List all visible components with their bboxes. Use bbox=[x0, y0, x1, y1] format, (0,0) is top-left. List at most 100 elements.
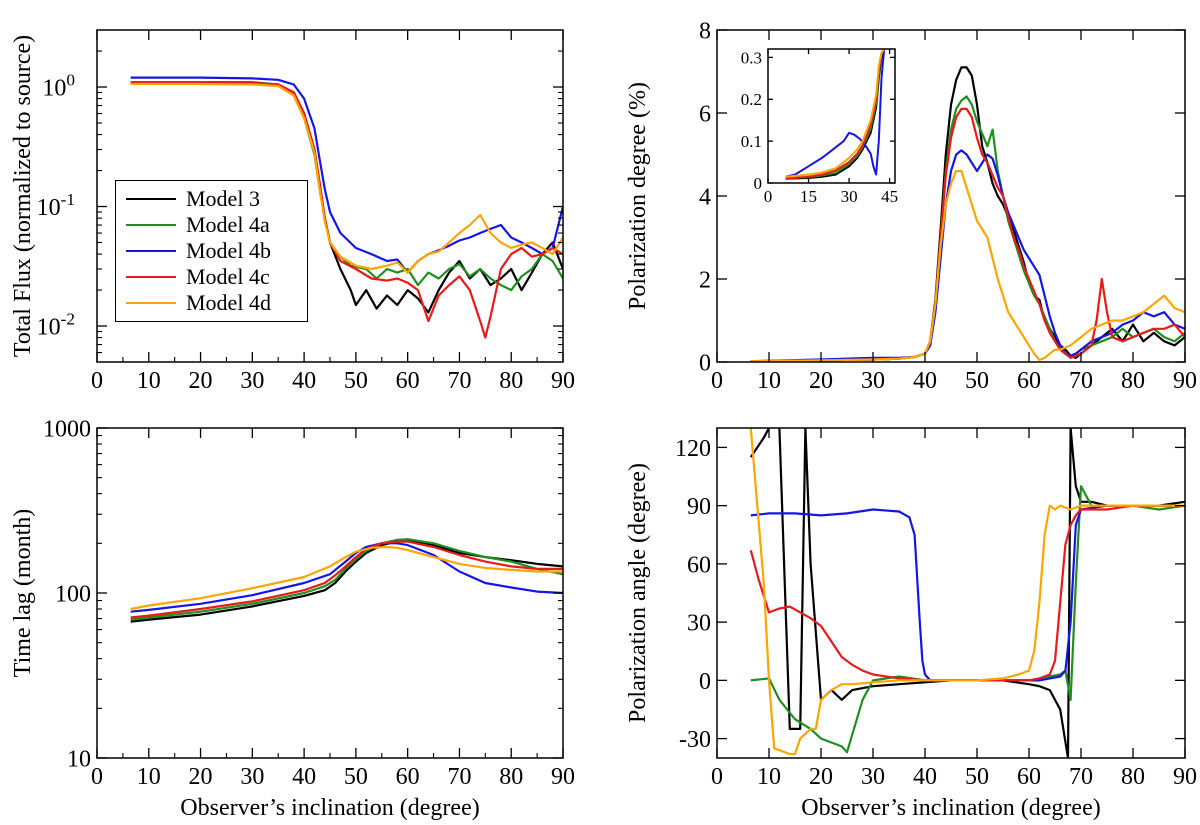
poldeg-y-tick-label: 2 bbox=[699, 267, 711, 293]
flux-y-tick-exponent: -1 bbox=[61, 190, 75, 209]
poldeg-y-axis-label: Polarization degree (%) bbox=[625, 82, 651, 310]
polangle-x-tick-label: 40 bbox=[913, 764, 937, 790]
timelag-x-tick-label: 0 bbox=[91, 764, 103, 790]
poldeg-y-tick-label: 6 bbox=[699, 101, 711, 127]
polangle-x-tick-label: 30 bbox=[861, 764, 885, 790]
poldeg-series-layer bbox=[750, 66, 1185, 362]
timelag-series-layer bbox=[130, 538, 563, 623]
flux-x-tick-label: 0 bbox=[91, 368, 103, 394]
timelag-series-model-4a bbox=[130, 538, 563, 621]
flux-x-tick-label: 70 bbox=[447, 368, 471, 394]
polangle-y-tick-label: 120 bbox=[675, 436, 711, 462]
flux-y-tick-label: 10-2 bbox=[37, 309, 75, 340]
flux-x-tick-label: 80 bbox=[499, 368, 523, 394]
flux-series-model-4c bbox=[130, 81, 563, 339]
poldeg-x-tick-label: 90 bbox=[1173, 368, 1197, 394]
inset-y-tick-label: 0.1 bbox=[741, 132, 762, 151]
polangle-x-tick-label: 20 bbox=[809, 764, 833, 790]
timelag-x-tick-label: 40 bbox=[292, 764, 316, 790]
polangle-y-axis-label: Polarization angle (degree) bbox=[625, 463, 651, 723]
legend-item-model-4c: Model 4c bbox=[116, 264, 306, 290]
flux-x-tick-label: 50 bbox=[344, 368, 368, 394]
poldeg-x-tick-label: 30 bbox=[861, 368, 885, 394]
timelag-x-tick-label: 90 bbox=[551, 764, 575, 790]
flux-x-tick-label: 60 bbox=[396, 368, 420, 394]
timelag-x-tick-label: 50 bbox=[344, 764, 368, 790]
poldeg-x-tick-label: 60 bbox=[1017, 368, 1041, 394]
polangle-x-axis-label: Observer’s inclination (degree) bbox=[801, 795, 1100, 821]
timelag-y-tick-label: 100 bbox=[55, 581, 91, 607]
inset-series-model-4d bbox=[785, 49, 886, 178]
legend-swatch-model-3 bbox=[126, 198, 176, 200]
poldeg-x-tick-label: 40 bbox=[913, 368, 937, 394]
polangle-series-layer bbox=[749, 428, 1185, 758]
poldeg-y-tick-label: 0 bbox=[699, 350, 711, 376]
polangle-x-tick-label: 60 bbox=[1017, 764, 1041, 790]
timelag-y-tick-label: 10 bbox=[67, 746, 91, 772]
inset-x-tick-label: 15 bbox=[800, 187, 817, 206]
polangle-y-tick-label: 90 bbox=[687, 494, 711, 520]
inset-tick-layer: 0 15 30 45 0 0.1 0.2 0.3 bbox=[741, 48, 898, 206]
timelag-y-tick-label: 1000 bbox=[43, 416, 91, 442]
legend-item-model-4b: Model 4b bbox=[116, 238, 306, 264]
flux-x-tick-label: 40 bbox=[292, 368, 316, 394]
poldeg-x-tick-label: 80 bbox=[1121, 368, 1145, 394]
legend: Model 3 Model 4a Model 4b Model 4c Model… bbox=[115, 180, 308, 322]
timelag-x-tick-label: 70 bbox=[447, 764, 471, 790]
poldeg-x-tick-label: 50 bbox=[965, 368, 989, 394]
legend-item-model-4a: Model 4a bbox=[116, 212, 306, 238]
flux-tick-layer: 0 10 20 30 40 50 60 70 80 90 100 10-1 10-2 bbox=[37, 30, 575, 394]
flux-y-tick-label: 10-1 bbox=[37, 190, 75, 221]
flux-y-axis-label: Total Flux (normalized to source) bbox=[10, 35, 36, 357]
panel-total-flux: 0 10 20 30 40 50 60 70 80 90 100 10-1 10-2 Total Flu… bbox=[10, 29, 575, 394]
panel-inset: 0 15 30 45 0 0.1 0.2 0.3 bbox=[741, 48, 898, 206]
flux-y-tick-label: 100 bbox=[42, 70, 75, 101]
timelag-x-axis-label: Observer’s inclination (degree) bbox=[180, 795, 479, 821]
polangle-x-tick-label: 90 bbox=[1173, 764, 1197, 790]
inset-axes-frame bbox=[767, 48, 896, 184]
timelag-y-axis-label: Time lag (month) bbox=[10, 509, 36, 677]
polangle-y-tick-label: 0 bbox=[699, 669, 711, 695]
timelag-x-tick-label: 20 bbox=[189, 764, 213, 790]
polangle-x-tick-label: 50 bbox=[965, 764, 989, 790]
polangle-series-model-4c bbox=[749, 504, 1185, 682]
legend-swatch-model-4a bbox=[126, 224, 176, 226]
legend-label: Model 4c bbox=[186, 264, 270, 289]
legend-item-model-3: Model 3 bbox=[116, 186, 306, 212]
inset-x-tick-label: 45 bbox=[881, 187, 898, 206]
poldeg-tick-layer: 0 10 20 30 40 50 60 70 80 90 0 2 4 6 8 bbox=[699, 18, 1197, 394]
poldeg-x-tick-label: 70 bbox=[1069, 368, 1093, 394]
poldeg-x-tick-label: 10 bbox=[757, 368, 781, 394]
polangle-y-tick-label: 60 bbox=[687, 552, 711, 578]
poldeg-x-tick-label: 0 bbox=[711, 368, 723, 394]
flux-y-tick-exponent: 0 bbox=[66, 70, 75, 89]
poldeg-x-tick-label: 20 bbox=[809, 368, 833, 394]
polangle-series-model-3 bbox=[749, 428, 1185, 758]
inset-y-tick-label: 0 bbox=[754, 174, 763, 193]
flux-x-tick-label: 20 bbox=[189, 368, 213, 394]
poldeg-y-tick-label: 4 bbox=[699, 184, 711, 210]
flux-x-tick-label: 10 bbox=[137, 368, 161, 394]
inset-x-tick-label: 30 bbox=[841, 187, 858, 206]
polangle-series-model-4b bbox=[750, 504, 1185, 682]
legend-label: Model 4b bbox=[186, 238, 271, 263]
timelag-x-tick-label: 60 bbox=[396, 764, 420, 790]
polangle-series-model-4d bbox=[749, 428, 1185, 756]
flux-x-tick-label: 30 bbox=[240, 368, 264, 394]
legend-label: Model 4d bbox=[186, 290, 271, 315]
timelag-series-model-4b bbox=[130, 542, 563, 613]
inset-series-layer bbox=[785, 49, 886, 180]
inset-series-model-4b bbox=[785, 49, 886, 178]
poldeg-y-tick-label: 8 bbox=[699, 18, 711, 44]
inset-y-tick-label: 0.3 bbox=[741, 48, 762, 67]
timelag-series-model-4d bbox=[130, 545, 563, 611]
poldeg-series-model-4d bbox=[750, 170, 1185, 362]
timelag-series-model-4c bbox=[130, 540, 563, 619]
panel-polarization-degree: 0 10 20 30 40 50 60 70 80 90 0 2 4 6 8 Polarization de… bbox=[625, 18, 1197, 394]
timelag-x-tick-label: 30 bbox=[240, 764, 264, 790]
legend-swatch-model-4d bbox=[126, 302, 176, 304]
